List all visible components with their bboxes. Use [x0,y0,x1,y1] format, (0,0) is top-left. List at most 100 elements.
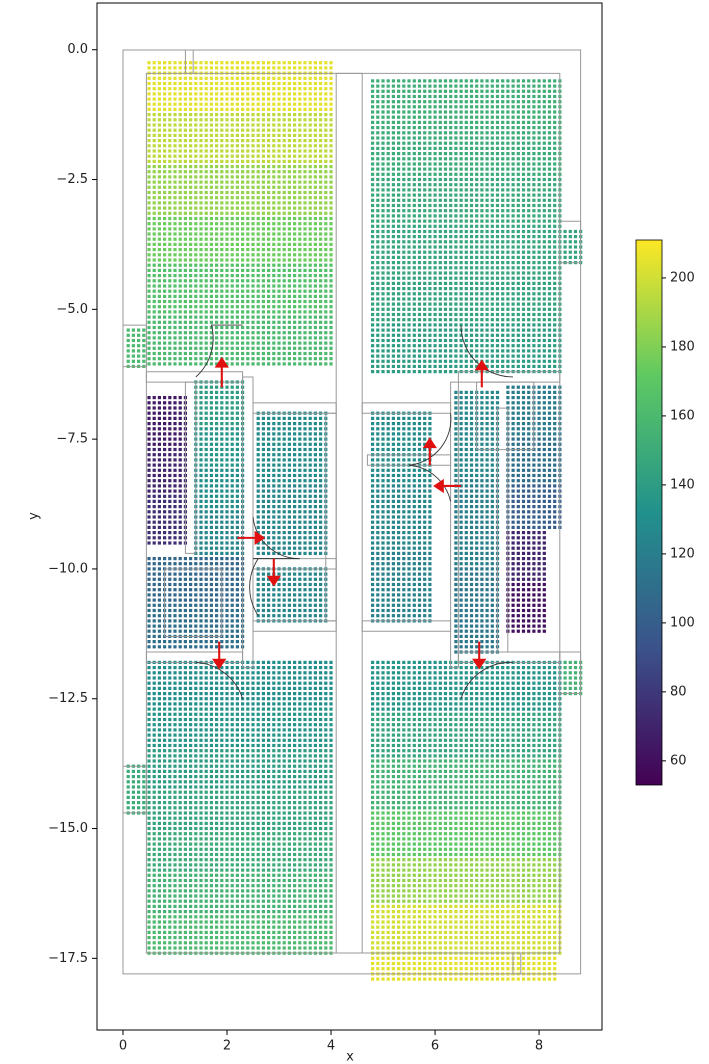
heat-dot [231,336,234,339]
heat-dot [314,217,317,220]
heat-dot [309,464,312,467]
heat-dot [251,264,254,267]
heat-dot [205,406,208,409]
heat-dot [215,640,218,643]
heat-dot [179,510,182,513]
heat-dot [210,702,213,705]
heat-dot [288,448,291,451]
heat-dot [210,181,213,184]
heat-dot [225,412,228,415]
heat-dot [179,832,182,835]
heat-dot [184,243,187,246]
heat-dot [231,718,234,721]
heat-dot [231,243,234,246]
heat-dot [272,458,275,461]
heat-dot [277,144,280,147]
heat-dot [314,108,317,111]
heat-dot [173,609,176,612]
heat-dot [314,515,317,518]
heat-dot [199,749,202,752]
heat-dot [262,123,265,126]
heat-dot [225,635,228,638]
heat-dot [298,310,301,313]
heat-dot [314,521,317,524]
heat-dot [251,181,254,184]
heat-dot [153,614,156,617]
heat-dot [288,243,291,246]
heat-dot [314,123,317,126]
heat-dot [262,822,265,825]
heat-dot [153,515,156,518]
heat-dot [288,479,291,482]
heat-dot [205,129,208,132]
heat-dot [168,269,171,272]
heat-dot [262,853,265,856]
heat-dot [199,676,202,679]
heat-dot [210,391,213,394]
heat-dot [153,744,156,747]
heat-dot [231,412,234,415]
heat-dot [329,362,332,365]
heat-dot [236,427,239,430]
heat-dot [194,718,197,721]
heat-dot [173,588,176,591]
heat-dot [137,339,140,342]
heat-dot [293,422,296,425]
heat-dot [236,713,239,716]
heat-dot [199,490,202,493]
heat-dot [298,321,301,324]
heat-dot [314,427,317,430]
heat-dot [314,728,317,731]
heat-dot [158,562,161,565]
heat-dot [210,749,213,752]
heat-dot [293,604,296,607]
heat-dot [231,567,234,570]
heat-dot [241,87,244,90]
heat-dot [288,458,291,461]
heat-dot [288,222,291,225]
heat-dot [288,264,291,267]
heat-dot [262,490,265,493]
heat-dot [231,791,234,794]
heat-dot [179,305,182,308]
heat-dot [251,98,254,101]
heat-dot [147,412,150,415]
heat-dot [314,87,317,90]
heat-dot [309,702,312,705]
heat-dot [241,749,244,752]
heat-dot [194,765,197,768]
heat-dot [147,191,150,194]
heat-dot [277,82,280,85]
heat-dot [298,227,301,230]
heat-dot [262,139,265,142]
heat-dot [251,362,254,365]
heat-dot [205,723,208,726]
heat-dot [251,759,254,762]
heat-dot [267,526,270,529]
heat-dot [194,305,197,308]
heat-dot [267,238,270,241]
heat-dot [199,123,202,126]
heat-dot [277,165,280,168]
heat-dot [210,284,213,287]
heat-dot [293,505,296,508]
heat-dot [173,191,176,194]
heat-dot [189,300,192,303]
heat-dot [293,352,296,355]
heat-dot [277,243,280,246]
heat-dot [220,422,223,425]
heat-dot [314,853,317,856]
heat-dot [288,775,291,778]
heat-dot [158,331,161,334]
heat-dot [173,759,176,762]
heat-dot [241,671,244,674]
heat-dot [158,175,161,178]
heat-dot [293,264,296,267]
heat-dot [283,734,286,737]
heat-dot [257,806,260,809]
heat-dot [324,243,327,246]
heat-dot [215,453,218,456]
heat-dot [173,770,176,773]
heat-dot [173,464,176,467]
heat-dot [293,713,296,716]
